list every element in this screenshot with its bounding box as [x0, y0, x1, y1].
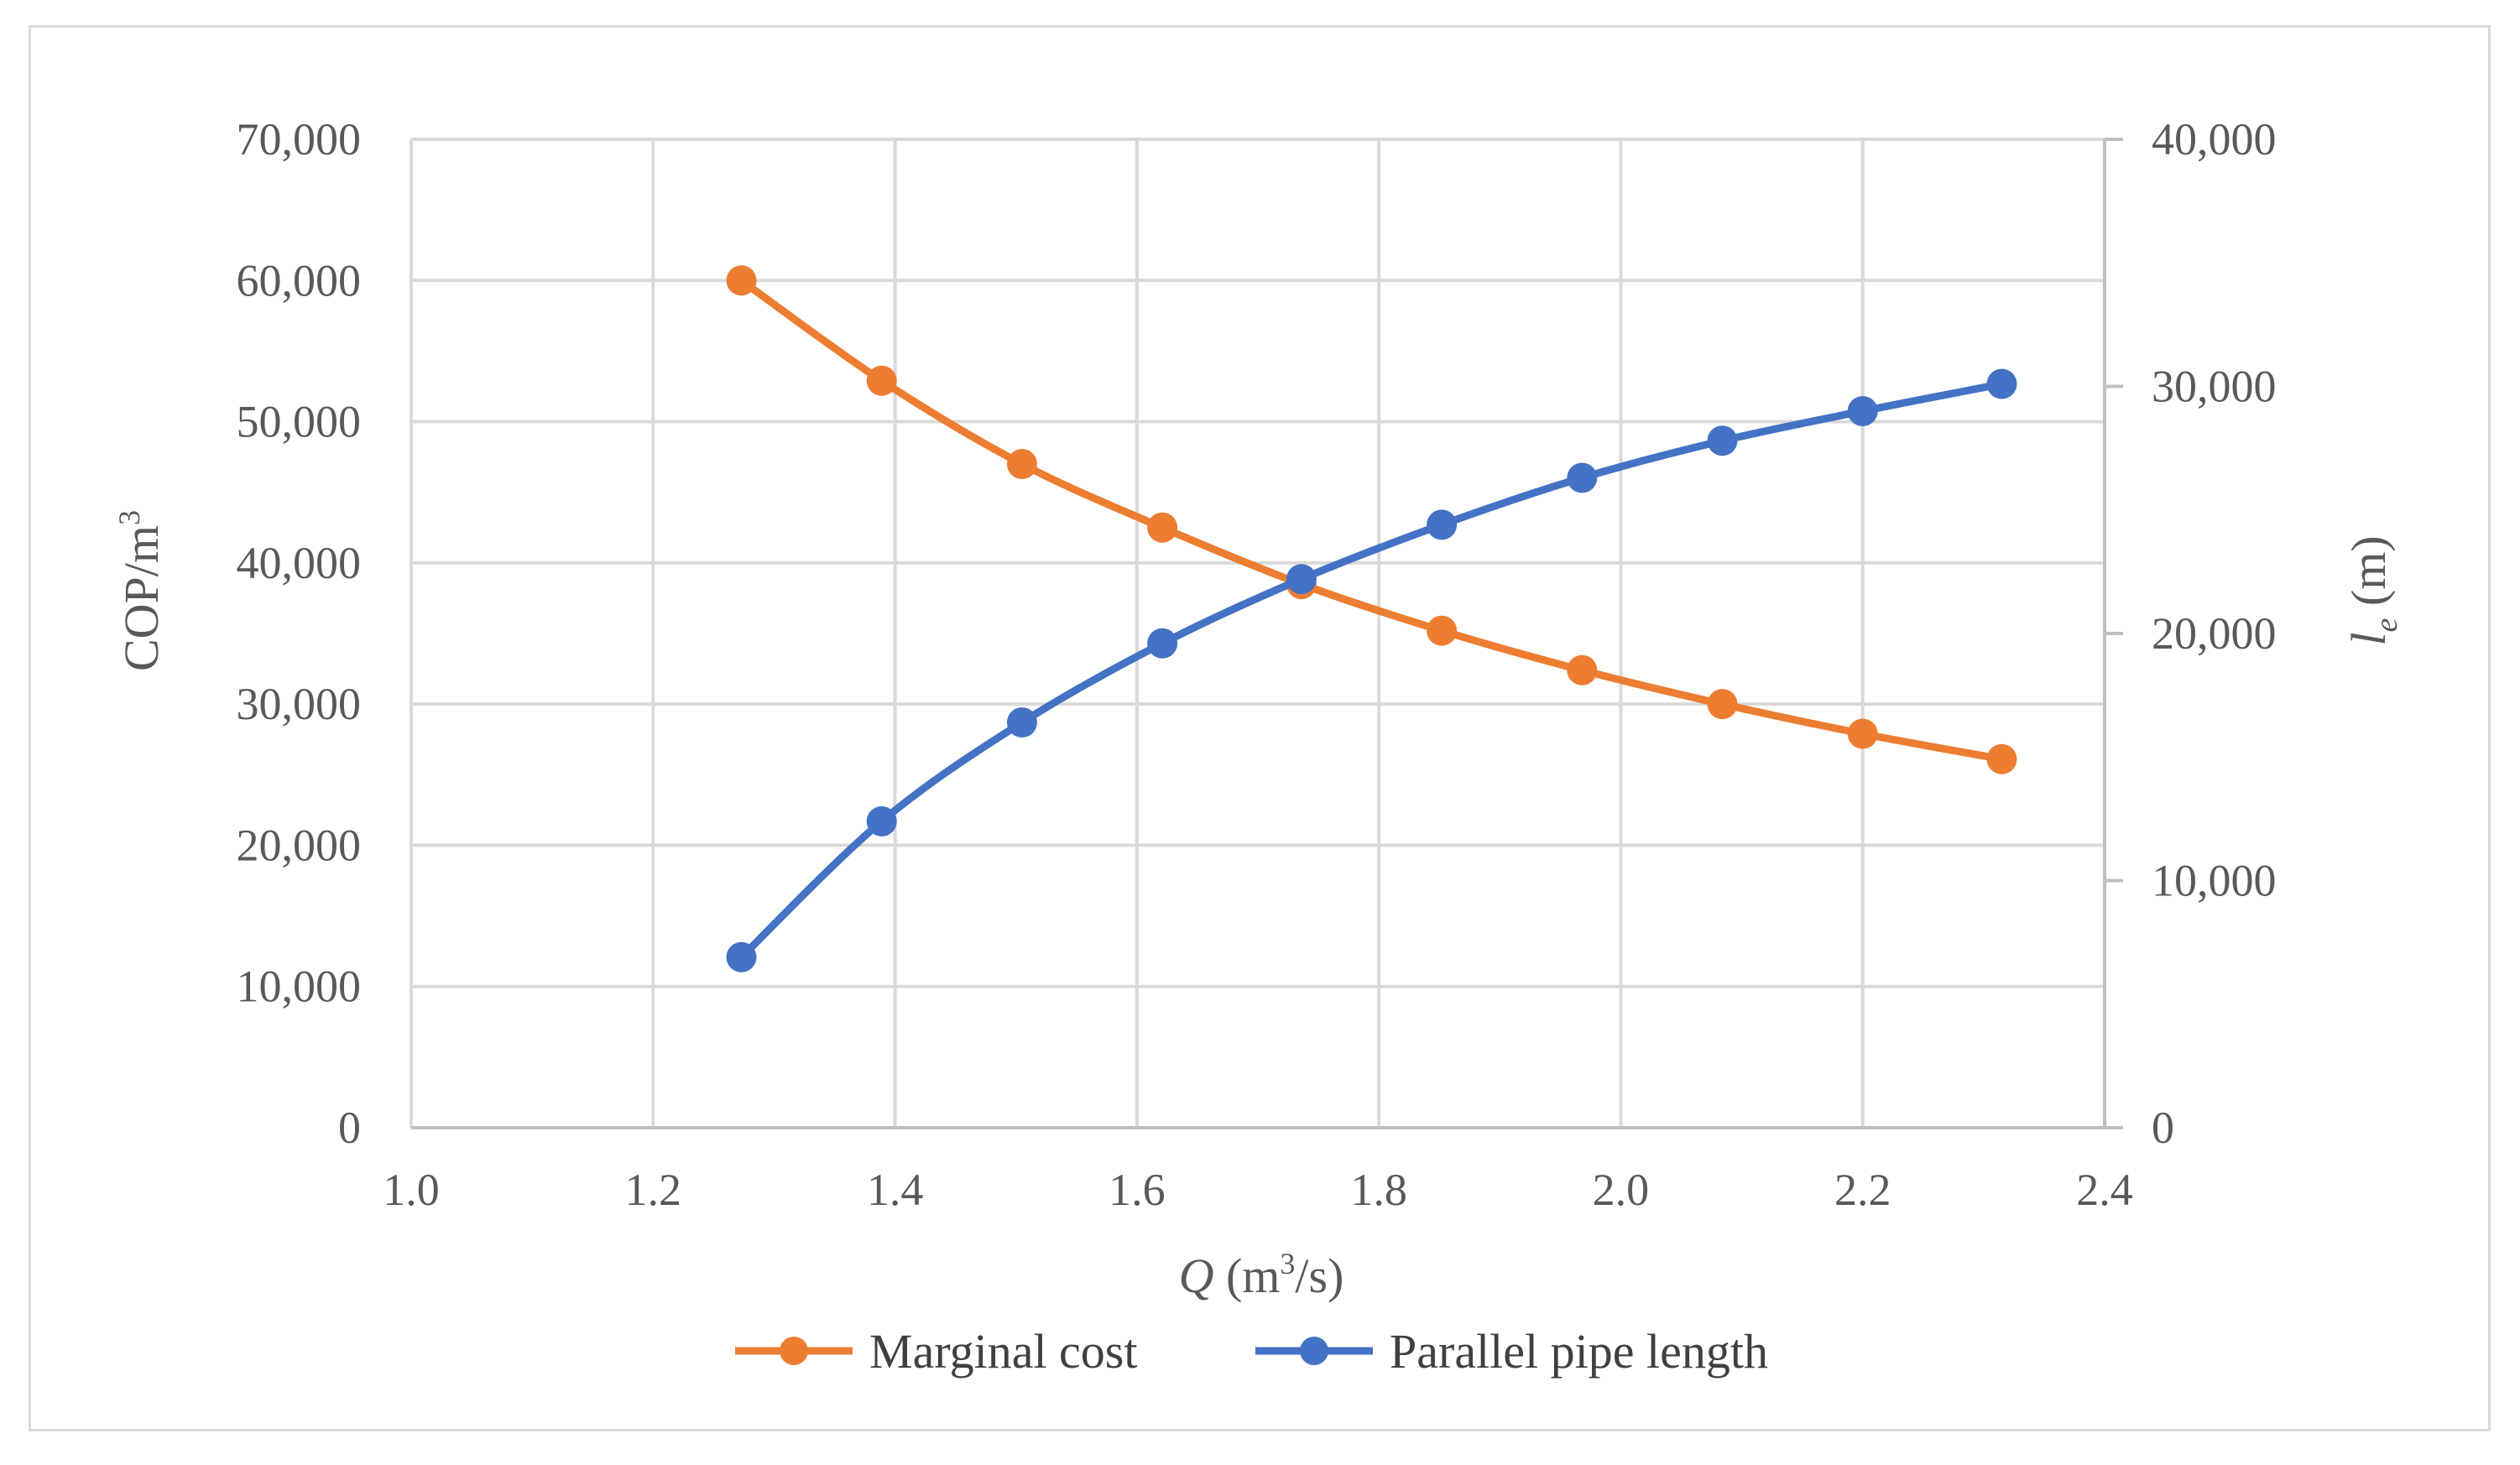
data-point: [866, 365, 897, 396]
series-line: [738, 380, 2006, 962]
x-tick-label: 1.6: [1109, 1165, 1166, 1215]
axes: [411, 138, 2123, 1129]
data-point: [1847, 395, 1878, 426]
x-tick-label: 1.8: [1350, 1165, 1407, 1215]
data-point: [1986, 368, 2017, 399]
data-point: [1147, 512, 1178, 543]
right-y-axis-ticks: 0 10,000 20,000 30,000 40,000: [2152, 114, 2277, 1153]
right-y-axis-title-symbol: l: [2341, 633, 2396, 646]
left-y-axis-ticks: 0 10,000 20,000 30,000 40,000 50,000 60,000 70,…: [237, 114, 362, 1153]
left-y-tick-label: 70,000: [237, 114, 362, 164]
right-y-tick-label: 30,000: [2152, 362, 2277, 412]
x-tick-label: 1.2: [625, 1165, 682, 1215]
data-point: [1006, 449, 1037, 480]
right-y-axis-title: le (m): [2341, 535, 2404, 645]
series-marginal-cost: [726, 265, 2017, 774]
legend-swatch-marker: [780, 1337, 808, 1365]
legend-label: Marginal cost: [869, 1324, 1137, 1379]
left-y-axis-title-superscript: 3: [112, 510, 146, 525]
x-axis-title-superscript: 3: [1280, 1247, 1295, 1280]
left-y-tick-label: 20,000: [237, 820, 362, 870]
x-tick-label: 1.4: [867, 1165, 924, 1215]
legend-label: Parallel pipe length: [1390, 1324, 1768, 1379]
x-axis-title: Q (m3/s): [1179, 1247, 1344, 1303]
series-line: [738, 276, 2006, 764]
legend-item-marginal-cost[interactable]: Marginal cost: [735, 1324, 1137, 1379]
legend-item-parallel-pipe-length[interactable]: Parallel pipe length: [1255, 1324, 1768, 1379]
x-axis-ticks: 1.0 1.2 1.4 1.6 1.8 2.0 2.2 2.4: [383, 1165, 2133, 1215]
data-point: [1427, 615, 1458, 646]
data-point: [1847, 718, 1878, 749]
left-y-tick-label: 50,000: [237, 397, 362, 447]
left-y-axis-title-text: COP/m: [114, 525, 169, 671]
data-point: [726, 265, 757, 296]
left-y-tick-label: 40,000: [237, 538, 362, 588]
data-point: [726, 941, 757, 972]
right-y-tick-label: 10,000: [2152, 856, 2277, 906]
left-y-axis-title: COP/m3: [112, 510, 169, 671]
right-y-tick-label: 0: [2152, 1103, 2174, 1153]
right-y-tick-label: 40,000: [2152, 114, 2277, 164]
data-point: [1707, 689, 1738, 720]
data-point: [1986, 743, 2017, 774]
x-tick-label: 2.0: [1593, 1165, 1650, 1215]
data-point: [1147, 628, 1178, 659]
left-y-tick-label: 30,000: [237, 679, 362, 729]
series-layer: [726, 265, 2017, 972]
right-y-axis-title-unit: (m): [2341, 535, 2396, 618]
left-y-tick-label: 10,000: [237, 962, 362, 1012]
chart-frame: [29, 25, 2491, 1431]
x-axis-title-unit: (m: [1213, 1249, 1280, 1303]
right-y-tick-label: 20,000: [2152, 608, 2277, 659]
right-y-axis-title-subscript: e: [2369, 618, 2404, 633]
series-parallel-pipe-length: [726, 368, 2017, 972]
left-y-tick-label: 0: [338, 1103, 361, 1153]
data-point: [1427, 509, 1458, 540]
data-point: [866, 805, 897, 837]
data-point: [1286, 564, 1317, 595]
x-axis-title-symbol: Q: [1179, 1249, 1214, 1303]
legend: Marginal cost Parallel pipe length: [735, 1324, 1768, 1379]
left-y-tick-label: 60,000: [237, 255, 362, 305]
legend-swatch-marker: [1300, 1337, 1328, 1365]
x-tick-label: 2.2: [1834, 1165, 1891, 1215]
data-point: [1006, 707, 1037, 738]
data-point: [1707, 425, 1738, 456]
x-tick-label: 2.4: [2076, 1165, 2133, 1215]
x-axis-title-unit-tail: /s): [1295, 1249, 1343, 1303]
data-point: [1567, 462, 1598, 493]
data-point: [1567, 654, 1598, 686]
gridlines: [410, 138, 2106, 1129]
x-tick-label: 1.0: [383, 1165, 440, 1215]
